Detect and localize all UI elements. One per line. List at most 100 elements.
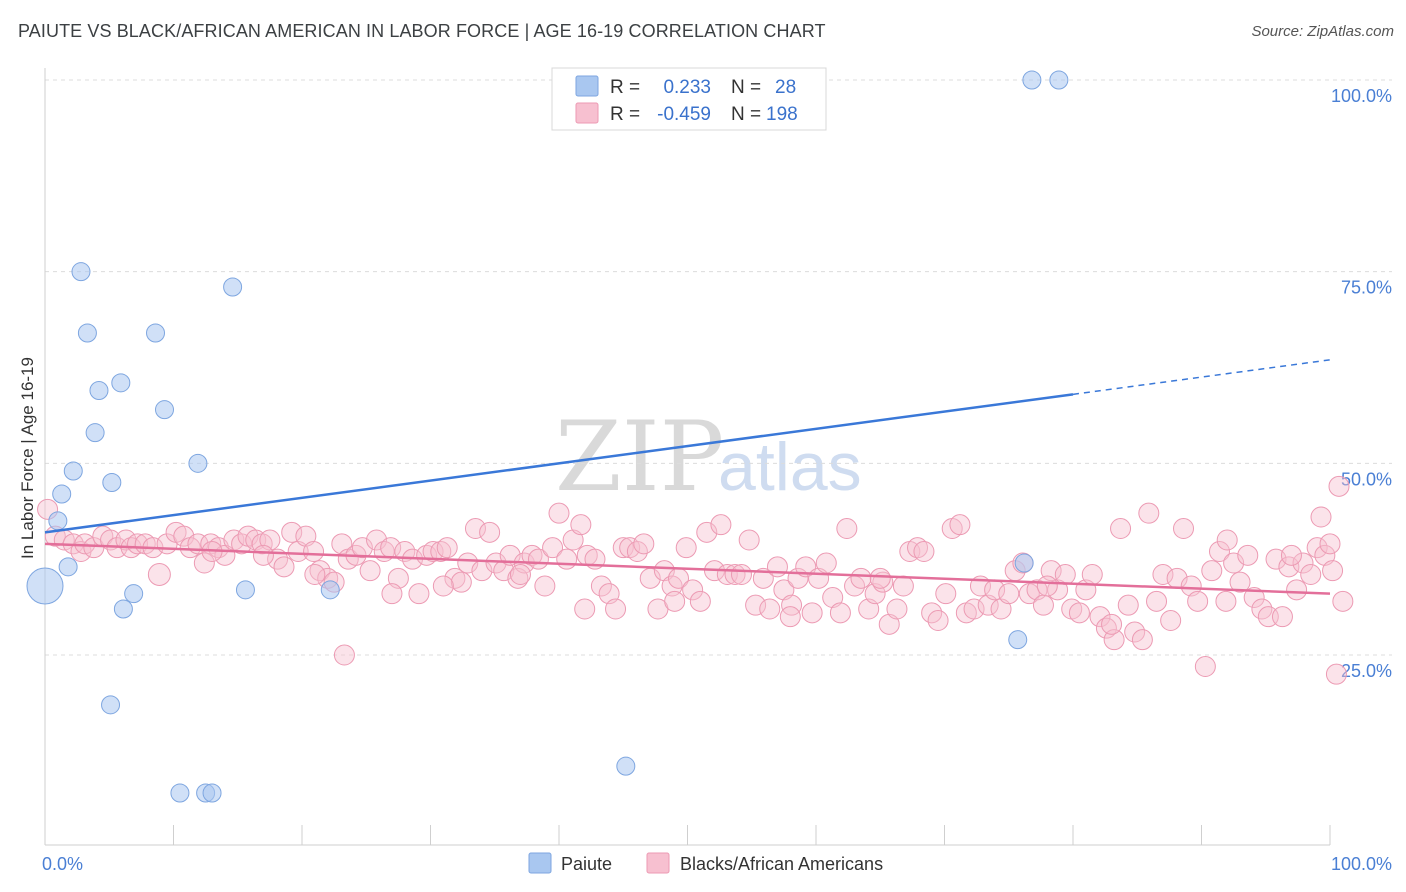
black-point (1306, 537, 1328, 559)
trend-lines (44, 359, 1331, 595)
black-point (432, 575, 454, 597)
black-point (450, 571, 472, 593)
paiute-point (235, 580, 255, 600)
paiute-point (170, 783, 190, 803)
black-point (542, 537, 564, 559)
black-point (1131, 629, 1153, 651)
black-point (935, 583, 957, 605)
paiute-point (71, 262, 91, 282)
black-point (147, 563, 171, 586)
paiute-point (85, 423, 105, 443)
bottom-legend: Paiute Blacks/African Americans (528, 852, 883, 874)
black-point (1101, 613, 1123, 635)
black-point (1271, 606, 1293, 628)
black-point (273, 556, 295, 578)
black-point (444, 567, 466, 589)
black-point (913, 541, 935, 562)
black-point (1216, 529, 1238, 551)
black-point (836, 518, 858, 539)
paiute-point (48, 511, 68, 531)
black-point (304, 564, 326, 585)
black-point (710, 514, 732, 536)
black-point (1223, 552, 1245, 574)
black-point (570, 514, 592, 536)
paiute-point (1008, 630, 1028, 650)
black-point (990, 598, 1012, 620)
black-point (773, 579, 795, 601)
black-point (1152, 564, 1174, 585)
black-point (850, 567, 872, 589)
black-point (252, 544, 274, 566)
black-point (1068, 602, 1090, 624)
black-point (1146, 590, 1168, 612)
legend-r-label-paiute: R = (610, 77, 640, 98)
paiute-point (146, 323, 166, 343)
black-point (682, 579, 704, 601)
paiute-point (1049, 70, 1069, 90)
black-point (927, 610, 949, 631)
black-point (907, 537, 929, 559)
black-point (781, 594, 803, 616)
legend-swatch-paiute (575, 75, 599, 97)
black-point (1322, 560, 1344, 582)
stats-legend: R = 0.233 N = 28 R = -0.459 N = 198 (551, 67, 827, 131)
black-point (1160, 610, 1182, 631)
black-point (485, 552, 507, 574)
black-point (436, 537, 458, 559)
legend-n-label-black: N = (731, 104, 761, 125)
legend-n-value-paiute: 28 (775, 77, 796, 98)
black-point (829, 602, 851, 624)
black-point (509, 564, 531, 585)
paiute-point (101, 695, 121, 715)
y-tick-labels: 25.0% 50.0% 75.0% 100.0% (1331, 86, 1392, 681)
paiute-point (202, 783, 222, 803)
paiute-point (188, 453, 208, 473)
legend-swatch-black (575, 102, 599, 124)
black-point (633, 533, 655, 555)
black-point (766, 556, 788, 578)
paiute-point (124, 584, 144, 604)
black-point (696, 521, 718, 543)
black-point (1081, 564, 1103, 585)
bottom-legend-label-paiute: Paiute (561, 854, 612, 874)
black-point (886, 598, 908, 620)
black-trend-line (44, 542, 1331, 595)
black-point (1194, 656, 1216, 677)
black-point (745, 594, 767, 616)
black-point (381, 583, 403, 605)
black-point (430, 541, 452, 562)
black-point (1292, 552, 1314, 574)
grid (45, 79, 1392, 656)
black-point (457, 552, 479, 574)
black-point (464, 518, 486, 539)
black-point (534, 575, 556, 597)
paiute-point (111, 373, 131, 393)
black-point (779, 606, 801, 628)
watermark-atlas: atlas (718, 429, 862, 505)
black-point (521, 544, 543, 566)
black-point (351, 537, 373, 559)
legend-n-value-black: 198 (766, 104, 798, 125)
black-point (801, 602, 823, 624)
black-point (1286, 579, 1308, 601)
black-point (963, 598, 985, 620)
black-point (1229, 571, 1251, 593)
black-point (1201, 560, 1223, 582)
black-point (1328, 475, 1350, 497)
black-point (1314, 544, 1336, 566)
black-point (1032, 594, 1054, 616)
black-point (1310, 506, 1332, 528)
black-point (590, 575, 612, 597)
black-point (1036, 575, 1058, 597)
bottom-legend-label-black: Blacks/African Americans (680, 854, 883, 874)
black-point (730, 564, 752, 585)
paiute-point (113, 599, 133, 619)
paiute-point (1014, 553, 1034, 573)
black-point (295, 525, 317, 547)
black-point (556, 548, 578, 570)
black-point (1138, 502, 1160, 524)
paiute-point (1022, 70, 1042, 90)
paiute-point (155, 400, 175, 420)
paiute-trend-extension (1072, 359, 1331, 396)
